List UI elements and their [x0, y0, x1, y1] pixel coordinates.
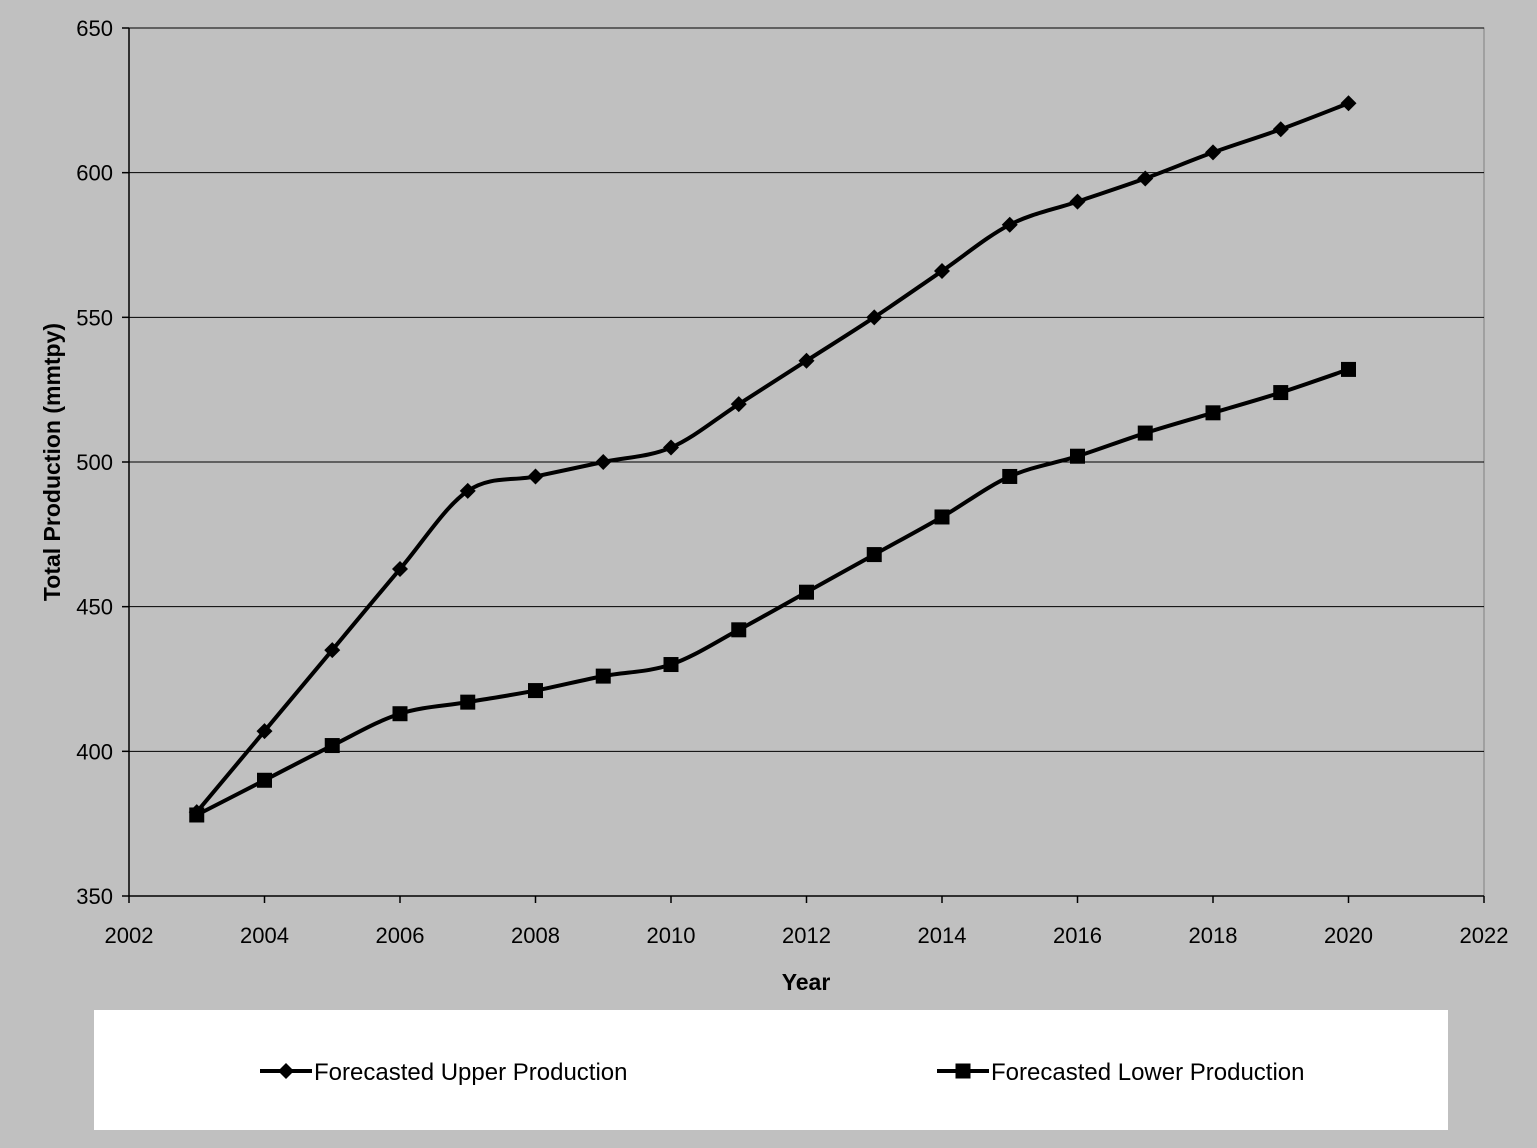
upper-production-point — [1272, 121, 1289, 138]
x-tick-label: 2020 — [1324, 923, 1373, 948]
lower-production-point — [663, 657, 679, 673]
upper-production-point — [595, 454, 612, 470]
upper-production-point — [459, 482, 476, 499]
x-tick-label: 2016 — [1053, 923, 1102, 948]
x-tick-label: 2008 — [511, 923, 560, 948]
upper-production-point — [392, 561, 408, 578]
lower-production-point — [866, 547, 882, 563]
series-markers — [188, 95, 1357, 823]
lower-production-point — [189, 807, 205, 823]
upper-production-point — [1340, 95, 1357, 112]
lower-production-point — [1070, 448, 1085, 464]
y-tick-label: 600 — [76, 161, 113, 186]
lower-production-point — [257, 772, 272, 788]
upper-production-point — [1137, 170, 1154, 187]
lower-production-point — [528, 683, 543, 699]
lower-production-point — [392, 706, 408, 722]
grid-lines — [129, 27, 1484, 752]
x-tick-label: 2006 — [376, 923, 425, 948]
x-tick-label: 2014 — [918, 923, 967, 948]
lower-production-point — [799, 584, 814, 600]
upper-production-point — [256, 723, 273, 740]
y-tick-label: 400 — [76, 739, 113, 764]
lower-production-point — [934, 509, 950, 525]
y-tick-label: 550 — [76, 305, 113, 330]
x-tick-label: 2004 — [240, 923, 289, 948]
upper-production-point — [730, 396, 747, 413]
x-tick-label: 2012 — [782, 923, 831, 948]
x-tick-label: 2022 — [1460, 923, 1509, 948]
legend-label: Forecasted Upper Production — [314, 1059, 628, 1086]
y-tick-label: 350 — [76, 884, 113, 909]
legend-label: Forecasted Lower Production — [991, 1059, 1305, 1086]
lower-production-point — [1205, 405, 1221, 421]
lower-production-point — [731, 622, 747, 638]
upper-production-point — [866, 309, 883, 326]
y-axis-title: Total Production (mmtpy) — [39, 323, 65, 601]
legend-box — [94, 1010, 1448, 1130]
upper-production-point — [1001, 216, 1018, 233]
lower-production-point — [1002, 468, 1018, 484]
upper-production-point — [934, 263, 950, 280]
legend-marker-swatch — [955, 1063, 971, 1079]
lower-production-point — [324, 738, 340, 754]
upper-production-point — [1069, 193, 1086, 210]
x-tick-label: 2018 — [1189, 923, 1238, 948]
x-tick-label: 2002 — [105, 923, 154, 948]
y-tick-label: 650 — [76, 16, 113, 41]
y-tick-label: 500 — [76, 450, 113, 475]
lower-production-point — [1273, 385, 1289, 401]
lower-production-point — [1137, 425, 1153, 441]
x-axis-title: Year — [782, 969, 831, 995]
lower-production-point — [595, 668, 611, 684]
upper-production-point — [1205, 144, 1221, 161]
upper-production-point — [324, 642, 341, 659]
legend-marker-swatch — [278, 1063, 294, 1079]
x-tick-label: 2010 — [647, 923, 696, 948]
legend: Forecasted Upper Production Forecasted Lo… — [260, 1059, 1305, 1086]
upper-production-point — [663, 439, 679, 456]
y-tick-label: 450 — [76, 595, 113, 620]
lower-production-point — [460, 694, 476, 710]
lower-production-point — [1341, 361, 1356, 377]
upper-production-point — [527, 468, 544, 485]
axes: 350 400 450 500 550 600 650 2002 2004 2006 2008 201… — [76, 16, 1508, 948]
upper-production-point — [798, 352, 815, 369]
